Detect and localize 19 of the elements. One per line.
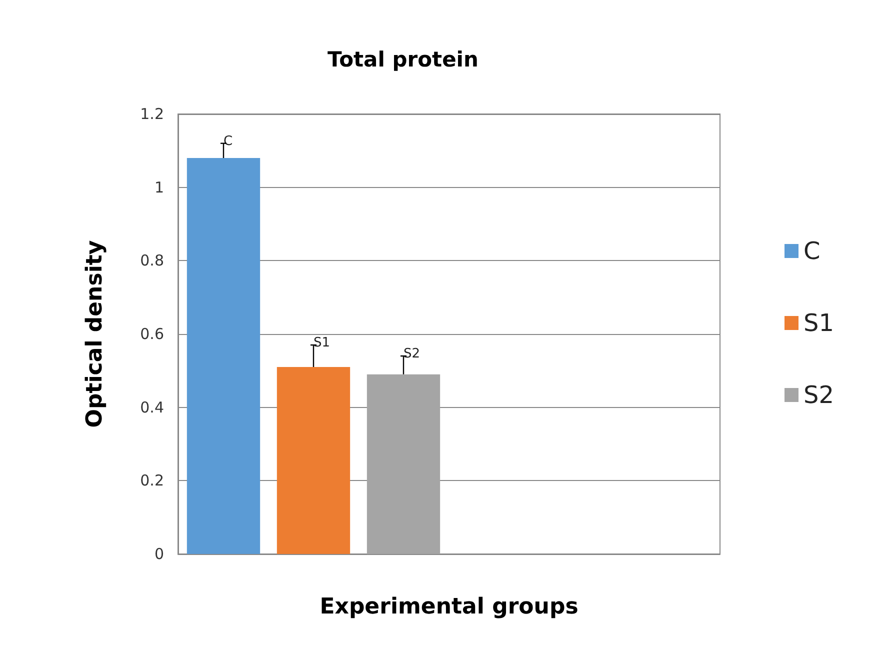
y-tick-label: 0.6 [140,325,164,343]
y-tick-label: 0.4 [140,398,164,416]
legend-label: S1 [803,309,834,337]
y-tick-label: 1.2 [140,105,164,123]
legend-label: C [803,237,820,265]
y-tick-label: 0 [154,545,164,563]
data-label: S2 [404,346,420,362]
legend-label: S2 [803,381,834,409]
y-tick-label: 1 [154,178,164,196]
chart-title: Total protein [328,48,478,72]
y-tick-label: 0.8 [140,252,164,270]
bar [366,374,440,554]
y-axis-title: Optical density [82,240,108,428]
y-tick-label: 0.2 [140,472,164,490]
data-label: C [224,134,233,149]
bar [276,367,350,554]
bar [186,158,260,554]
x-axis-title: Experimental groups [320,594,578,620]
data-label: S1 [314,336,330,350]
